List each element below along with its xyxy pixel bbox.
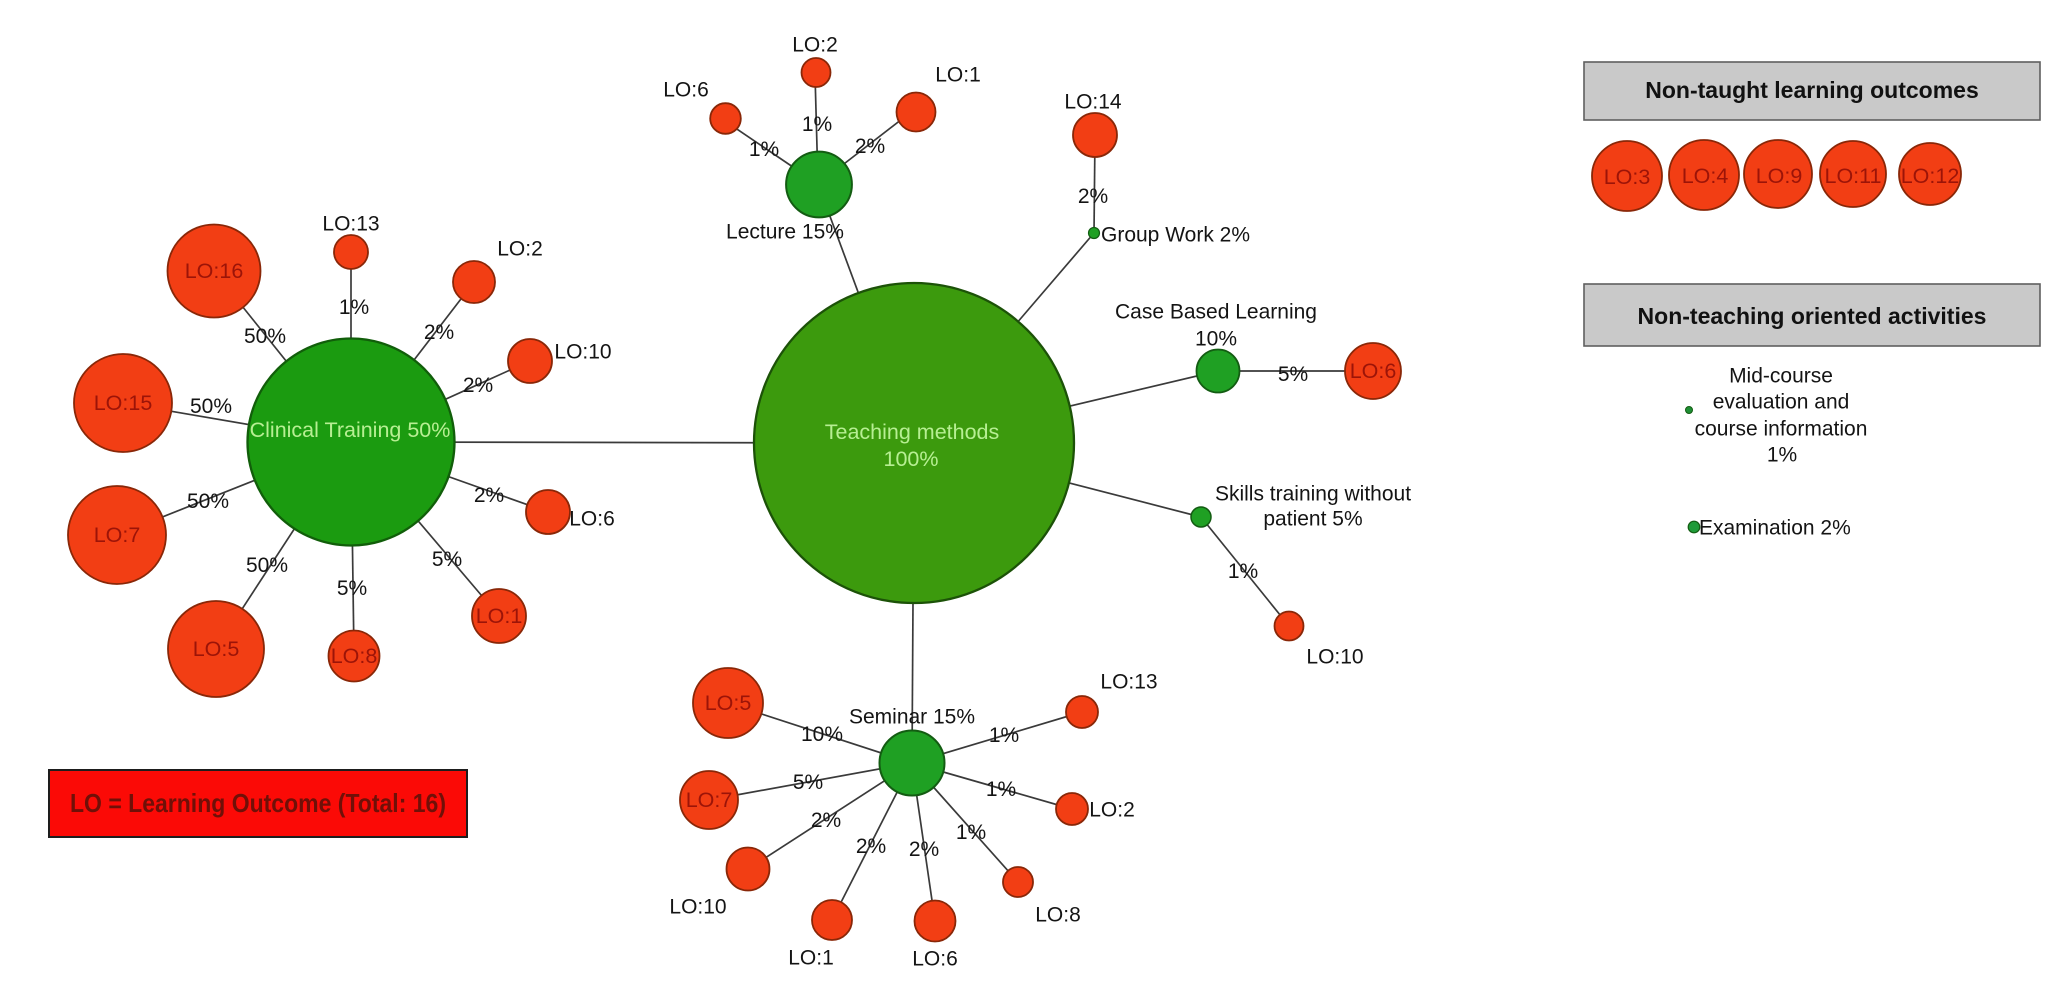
- svg-text:50%: 50%: [190, 395, 232, 418]
- svg-text:LO:6: LO:6: [1350, 359, 1397, 383]
- svg-text:1%: 1%: [956, 821, 986, 844]
- svg-text:Case Based Learning: Case Based Learning: [1115, 301, 1317, 324]
- svg-text:LO:14: LO:14: [1064, 91, 1122, 114]
- svg-text:evaluation and: evaluation and: [1713, 391, 1850, 414]
- svg-text:LO:6: LO:6: [912, 948, 958, 971]
- svg-text:LO:3: LO:3: [1604, 165, 1651, 189]
- svg-text:Teaching methods: Teaching methods: [825, 420, 1000, 444]
- svg-text:LO:6: LO:6: [663, 79, 709, 102]
- svg-text:1%: 1%: [989, 724, 1019, 747]
- svg-text:LO:16: LO:16: [185, 259, 244, 283]
- svg-text:LO:8: LO:8: [331, 644, 378, 668]
- svg-text:LO:12: LO:12: [1901, 164, 1960, 188]
- svg-text:LO:7: LO:7: [94, 523, 141, 547]
- svg-text:Non-teaching oriented activiti: Non-teaching oriented activities: [1638, 303, 1987, 329]
- svg-text:10%: 10%: [801, 723, 843, 746]
- svg-text:1%: 1%: [339, 296, 369, 319]
- svg-text:LO:9: LO:9: [1756, 164, 1803, 188]
- svg-text:5%: 5%: [793, 771, 823, 794]
- svg-text:2%: 2%: [1078, 185, 1108, 208]
- svg-text:Seminar 15%: Seminar 15%: [849, 706, 975, 729]
- svg-text:LO:10: LO:10: [669, 896, 726, 919]
- svg-text:patient 5%: patient 5%: [1263, 508, 1362, 531]
- svg-text:LO:13: LO:13: [1100, 671, 1157, 694]
- svg-text:LO:10: LO:10: [554, 341, 611, 364]
- svg-text:LO:2: LO:2: [792, 34, 838, 57]
- svg-text:LO:6: LO:6: [569, 508, 615, 531]
- svg-text:Group Work 2%: Group Work 2%: [1101, 224, 1250, 247]
- svg-text:LO:5: LO:5: [705, 691, 752, 715]
- svg-text:LO:2: LO:2: [1089, 799, 1135, 822]
- svg-text:2%: 2%: [811, 809, 841, 832]
- svg-text:course information: course information: [1695, 418, 1868, 441]
- svg-text:1%: 1%: [749, 138, 779, 161]
- svg-text:LO:2: LO:2: [497, 238, 543, 261]
- svg-text:2%: 2%: [909, 838, 939, 861]
- svg-text:2%: 2%: [856, 835, 886, 858]
- svg-text:LO:4: LO:4: [1682, 164, 1729, 188]
- svg-text:Mid-course: Mid-course: [1729, 365, 1833, 388]
- svg-text:10%: 10%: [1195, 328, 1237, 351]
- svg-text:LO:1: LO:1: [935, 64, 981, 87]
- svg-text:1%: 1%: [986, 778, 1016, 801]
- svg-text:50%: 50%: [244, 325, 286, 348]
- svg-text:Non-taught learning outcomes: Non-taught learning outcomes: [1645, 77, 1979, 103]
- svg-text:LO:15: LO:15: [94, 391, 153, 415]
- svg-text:1%: 1%: [802, 113, 832, 136]
- svg-text:1%: 1%: [1228, 560, 1258, 583]
- svg-text:LO:8: LO:8: [1035, 904, 1081, 927]
- svg-text:Skills training without: Skills training without: [1215, 483, 1411, 506]
- svg-text:2%: 2%: [474, 484, 504, 507]
- svg-text:LO:13: LO:13: [322, 213, 379, 236]
- svg-text:50%: 50%: [246, 554, 288, 577]
- svg-text:LO:1: LO:1: [476, 604, 523, 628]
- svg-text:2%: 2%: [424, 321, 454, 344]
- svg-text:LO:10: LO:10: [1306, 646, 1363, 669]
- svg-text:LO = Learning Outcome (Total:: LO = Learning Outcome (Total: 16): [70, 788, 446, 818]
- svg-text:5%: 5%: [1278, 363, 1308, 386]
- svg-text:2%: 2%: [463, 374, 493, 397]
- svg-text:LO:5: LO:5: [193, 637, 240, 661]
- svg-text:Clinical Training 50%: Clinical Training 50%: [250, 418, 451, 442]
- svg-text:LO:1: LO:1: [788, 947, 834, 970]
- svg-text:100%: 100%: [884, 447, 939, 471]
- svg-text:2%: 2%: [855, 135, 885, 158]
- svg-text:5%: 5%: [337, 577, 367, 600]
- svg-text:LO:11: LO:11: [1825, 164, 1882, 188]
- svg-text:LO:7: LO:7: [686, 788, 733, 812]
- svg-text:5%: 5%: [432, 548, 462, 571]
- svg-text:1%: 1%: [1767, 444, 1797, 467]
- svg-text:Lecture 15%: Lecture 15%: [726, 221, 844, 244]
- svg-text:50%: 50%: [187, 490, 229, 513]
- svg-text:Examination 2%: Examination 2%: [1699, 517, 1851, 540]
